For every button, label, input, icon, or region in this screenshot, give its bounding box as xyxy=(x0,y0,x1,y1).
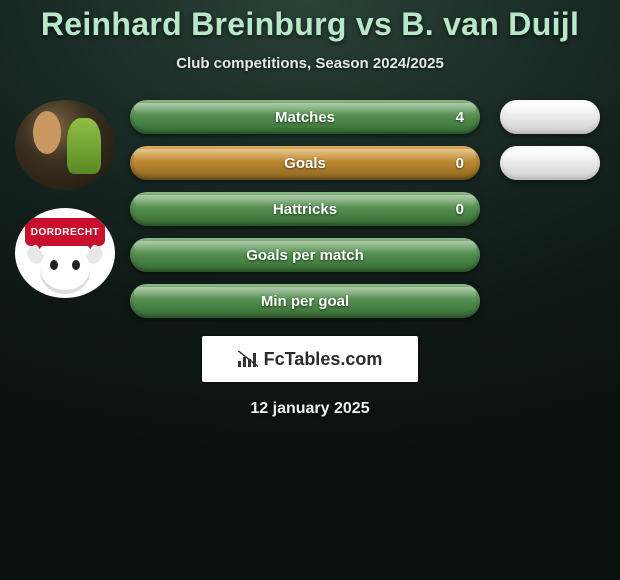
date-text: 12 january 2025 xyxy=(250,400,369,418)
left-column: DORDRECHT xyxy=(0,100,130,298)
stat-bar: Hattricks 0 xyxy=(130,192,480,226)
comparison-card: Reinhard Breinburg vs B. van Duijl Club … xyxy=(0,0,620,418)
stat-label: Hattricks xyxy=(273,201,337,218)
opponent-stat-pill xyxy=(500,100,600,134)
player1-avatar xyxy=(15,100,115,190)
stat-value: 0 xyxy=(456,155,464,172)
opponent-stat-pill xyxy=(500,146,600,180)
main-row: DORDRECHT Matches4Goals0Hattricks0Goals … xyxy=(0,100,620,318)
chart-icon xyxy=(238,351,258,367)
stat-bar: Goals 0 xyxy=(130,146,480,180)
stat-bar: Matches 4 xyxy=(130,100,480,134)
stat-label: Goals per match xyxy=(246,247,364,264)
stat-label: Matches xyxy=(275,109,335,126)
stat-label: Goals xyxy=(284,155,326,172)
stat-label: Min per goal xyxy=(261,293,349,310)
stat-value: 4 xyxy=(456,109,464,126)
right-column xyxy=(480,100,620,180)
club-name-banner: DORDRECHT xyxy=(25,218,106,246)
brand-box: FcTables.com xyxy=(202,336,418,382)
club-logo: DORDRECHT xyxy=(15,208,115,298)
stat-bar: Goals per match xyxy=(130,238,480,272)
stat-bar: Min per goal xyxy=(130,284,480,318)
subtitle: Club competitions, Season 2024/2025 xyxy=(176,55,444,72)
page-title: Reinhard Breinburg vs B. van Duijl xyxy=(41,6,579,43)
stat-value: 0 xyxy=(456,201,464,218)
brand-text: FcTables.com xyxy=(264,349,383,370)
stat-bars: Matches 4 Goals 0 Hattricks 0 Goals per match M… xyxy=(130,100,480,318)
